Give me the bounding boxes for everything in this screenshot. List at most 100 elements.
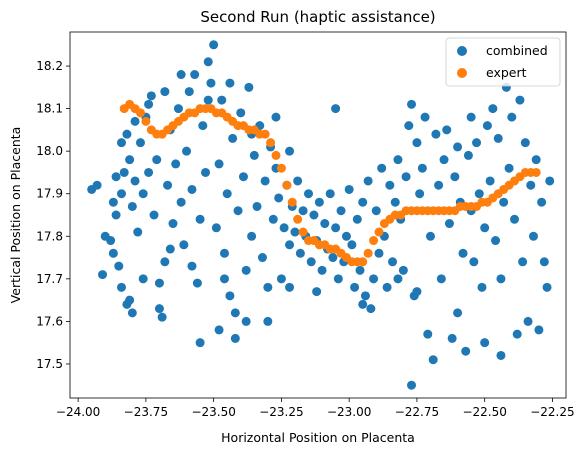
combined-point-123	[420, 112, 430, 122]
combined-point-154	[504, 163, 514, 173]
combined-point-86	[320, 219, 330, 229]
combined-point-179	[154, 278, 164, 288]
combined-point-11	[127, 308, 137, 318]
series-expert	[119, 99, 541, 267]
combined-point-69	[274, 193, 284, 203]
combined-point-24	[152, 155, 162, 165]
combined-point-187	[285, 282, 295, 292]
x-tick-label: −23.25	[259, 405, 303, 419]
combined-point-121	[415, 189, 425, 199]
combined-point-188	[312, 287, 322, 297]
combined-point-177	[214, 325, 224, 335]
combined-point-48	[217, 95, 227, 105]
expert-point-32	[293, 214, 303, 224]
expert-point-27	[266, 138, 276, 148]
x-tick-label: −22.50	[462, 405, 506, 419]
combined-point-39	[192, 278, 202, 288]
combined-point-167	[539, 257, 549, 267]
combined-point-193	[203, 95, 213, 105]
combined-point-54	[233, 206, 243, 216]
combined-point-134	[450, 172, 460, 182]
combined-point-132	[444, 219, 454, 229]
combined-point-90	[331, 223, 341, 233]
combined-point-49	[219, 248, 229, 258]
combined-point-166	[537, 197, 547, 207]
combined-point-115	[398, 265, 408, 275]
combined-point-116	[401, 172, 411, 182]
y-tick-label: 17.9	[36, 187, 63, 201]
expert-point-29	[276, 163, 286, 173]
combined-point-158	[515, 95, 525, 105]
combined-point-103	[366, 304, 376, 314]
combined-point-45	[209, 40, 219, 50]
x-tick-label: −23.50	[191, 405, 235, 419]
combined-point-181	[138, 274, 148, 284]
legend-label-combined: combined	[486, 43, 548, 58]
combined-point-19	[138, 189, 148, 199]
combined-point-155	[507, 112, 517, 122]
combined-point-75	[290, 227, 300, 237]
y-tick-label: 17.5	[36, 357, 63, 371]
combined-point-189	[358, 299, 368, 309]
combined-point-127	[431, 129, 441, 139]
combined-point-199	[144, 99, 154, 109]
y-axis: 17.5 17.6 17.7 17.8 17.9 18.0 18.1 18.2	[36, 59, 70, 371]
legend: combined expert	[445, 37, 561, 87]
combined-point-63	[257, 253, 267, 263]
combined-point-183	[187, 261, 197, 271]
combined-point-101	[360, 291, 370, 301]
combined-point-149	[491, 236, 501, 246]
plot-points	[87, 40, 555, 390]
combined-point-159	[518, 257, 528, 267]
combined-point-44	[206, 78, 216, 88]
combined-point-57	[241, 265, 251, 275]
combined-point-125	[425, 231, 435, 241]
combined-point-21	[144, 167, 154, 177]
expert-point-26	[260, 129, 270, 139]
y-tick-label: 18.2	[36, 59, 63, 73]
x-tick-label: −22.25	[530, 405, 574, 419]
combined-point-171	[407, 380, 417, 390]
combined-point-161	[523, 316, 533, 326]
combined-point-129	[436, 274, 446, 284]
combined-point-16	[130, 176, 140, 186]
combined-point-1	[92, 180, 102, 190]
combined-point-107	[377, 163, 387, 173]
combined-point-190	[393, 274, 403, 284]
combined-point-51	[225, 291, 235, 301]
combined-point-198	[160, 87, 170, 97]
combined-point-33	[176, 197, 186, 207]
combined-point-191	[412, 287, 422, 297]
combined-point-31	[171, 159, 181, 169]
y-tick-label: 17.6	[36, 314, 63, 328]
x-axis-label: Horizontal Position on Placenta	[221, 430, 415, 445]
combined-point-137	[458, 248, 468, 258]
combined-point-156	[510, 214, 519, 224]
expert-point-44	[358, 257, 368, 267]
combined-point-201	[117, 138, 126, 148]
combined-point-180	[100, 231, 110, 241]
combined-point-172	[331, 104, 341, 114]
combined-point-160	[520, 138, 530, 148]
combined-point-130	[439, 155, 449, 165]
combined-point-176	[453, 308, 463, 318]
combined-point-102	[363, 176, 373, 186]
expert-point-31	[287, 197, 297, 207]
combined-point-28	[163, 180, 173, 190]
combined-point-22	[146, 91, 156, 101]
combined-point-17	[133, 227, 143, 237]
combined-point-184	[219, 274, 229, 284]
combined-point-109	[382, 282, 392, 292]
combined-point-146	[482, 121, 492, 131]
combined-point-36	[184, 87, 194, 97]
combined-point-141	[469, 257, 479, 267]
y-tick-label: 18.0	[36, 144, 63, 158]
combined-point-194	[225, 78, 235, 88]
combined-point-38	[190, 70, 200, 80]
combined-point-58	[244, 82, 254, 92]
y-tick-label: 18.1	[36, 102, 63, 116]
combined-point-142	[472, 138, 482, 148]
series-combined	[87, 40, 555, 390]
combined-point-152	[499, 197, 509, 207]
combined-point-10	[125, 295, 135, 305]
